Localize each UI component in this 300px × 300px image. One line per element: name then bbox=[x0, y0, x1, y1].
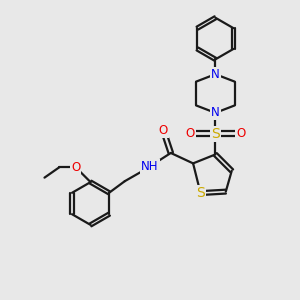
Text: NH: NH bbox=[141, 160, 159, 173]
Text: O: O bbox=[236, 127, 245, 140]
Text: O: O bbox=[185, 127, 195, 140]
Text: N: N bbox=[211, 106, 220, 119]
Text: S: S bbox=[196, 186, 205, 200]
Text: S: S bbox=[211, 127, 220, 141]
Text: N: N bbox=[211, 68, 220, 81]
Text: O: O bbox=[71, 161, 80, 174]
Text: O: O bbox=[159, 124, 168, 137]
